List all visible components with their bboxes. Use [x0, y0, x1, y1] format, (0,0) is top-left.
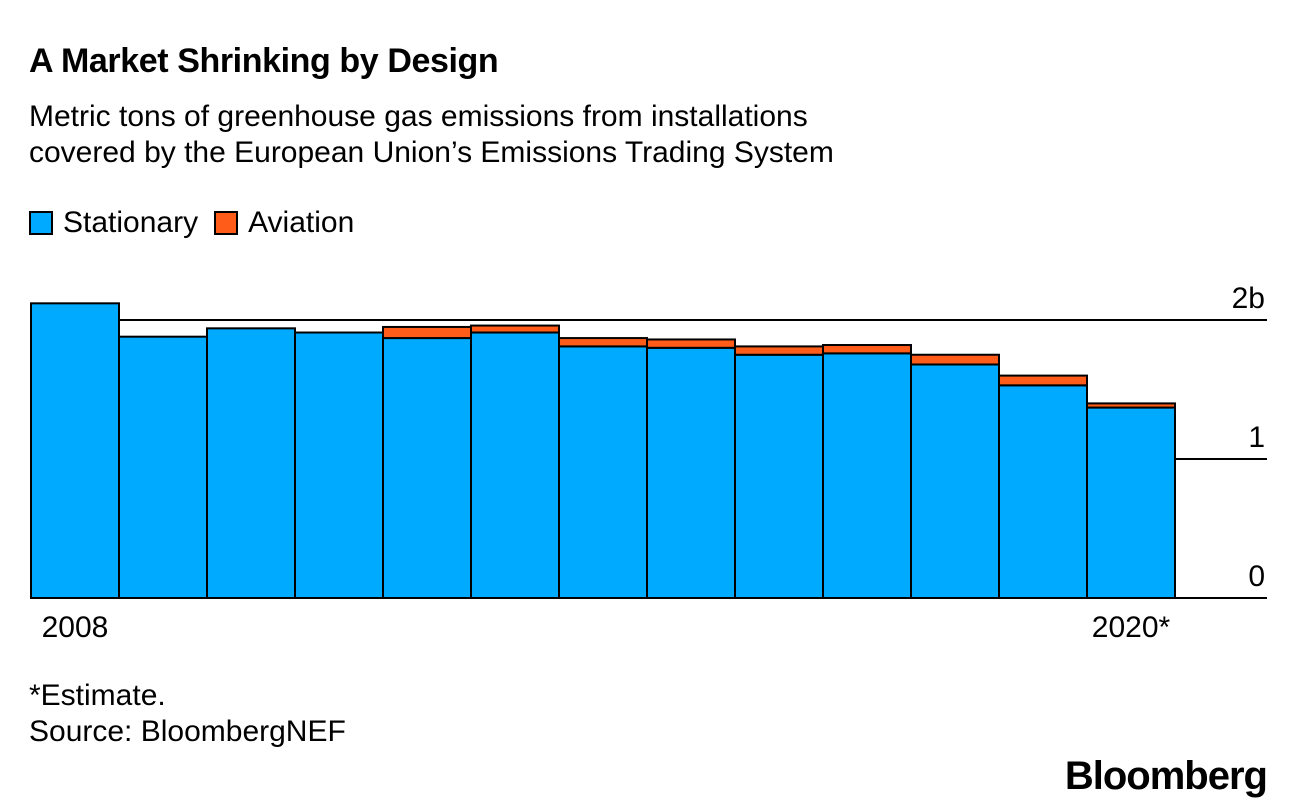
bar-stationary-2 — [206, 327, 296, 599]
estimate-note: *Estimate. — [29, 679, 166, 712]
bar-stationary-3 — [294, 331, 384, 599]
bar-stationary-6 — [558, 345, 648, 599]
bar-stationary-9 — [822, 352, 912, 599]
bar-stationary-11 — [998, 384, 1088, 599]
legend-item-aviation: Aviation — [214, 206, 354, 240]
chart-subtitle: Metric tons of greenhouse gas emissions … — [29, 99, 1029, 171]
legend-label-stationary: Stationary — [63, 206, 199, 239]
bar-stationary-7 — [646, 346, 736, 599]
chart-title: A Market Shrinking by Design — [29, 42, 499, 80]
bar-aviation-11 — [998, 374, 1088, 387]
y-tick-label-2: 2b — [1232, 282, 1265, 315]
bar-stationary-4 — [382, 337, 472, 599]
bar-stationary-1 — [118, 335, 208, 599]
bar-stationary-0 — [30, 302, 120, 599]
legend-swatch-stationary — [29, 211, 53, 235]
bar-aviation-9 — [822, 344, 912, 355]
x-tick-label-12: 2020* — [1092, 611, 1171, 644]
x-tick-label-0: 2008 — [42, 611, 109, 644]
bar-stationary-10 — [910, 363, 1000, 600]
bar-aviation-7 — [646, 338, 736, 349]
source-note: Source: BloombergNEF — [29, 715, 346, 748]
footnote: *Estimate. Source: BloombergNEF — [29, 678, 346, 750]
bar-stationary-5 — [470, 331, 560, 599]
bar-aviation-5 — [470, 324, 560, 334]
legend-label-aviation: Aviation — [248, 206, 355, 239]
bloomberg-logo: Bloomberg — [1064, 754, 1268, 798]
bar-aviation-12 — [1086, 402, 1176, 409]
chart-subtitle-line-1: Metric tons of greenhouse gas emissions … — [29, 100, 808, 133]
y-tick-label-1: 1 — [1248, 421, 1265, 454]
bar-stationary-12 — [1086, 406, 1176, 599]
chart-subtitle-line-2: covered by the European Union’s Emission… — [29, 136, 834, 169]
bar-aviation-6 — [558, 337, 648, 348]
legend-item-stationary: Stationary — [29, 206, 198, 240]
bar-aviation-4 — [382, 325, 472, 340]
bar-aviation-8 — [734, 345, 824, 356]
legend-swatch-aviation — [214, 211, 239, 235]
bar-aviation-10 — [910, 353, 1000, 366]
y-tick-label-0: 0 — [1248, 560, 1265, 593]
bar-stationary-8 — [734, 353, 824, 599]
chart-legend: Stationary Aviation — [29, 205, 370, 241]
